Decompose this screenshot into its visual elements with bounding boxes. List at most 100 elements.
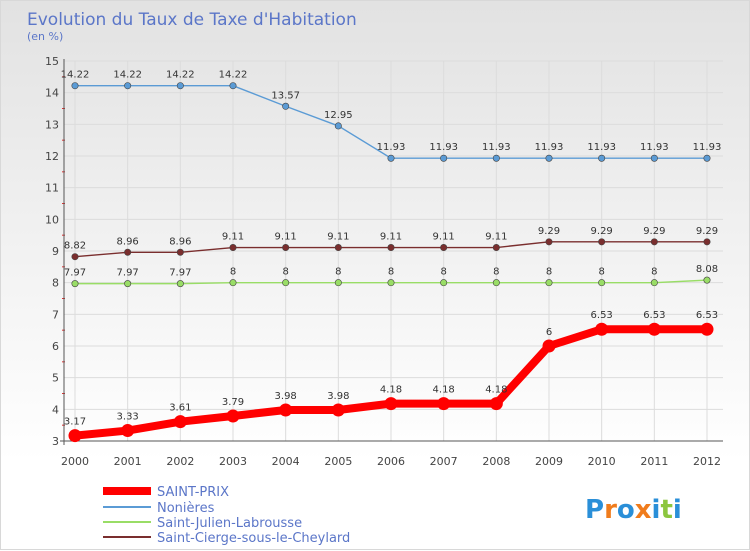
- data-point: [492, 154, 500, 162]
- data-point: [545, 238, 553, 246]
- data-label: 3.33: [117, 412, 139, 423]
- data-label: 8.08: [696, 264, 718, 275]
- data-label: 8: [546, 267, 552, 278]
- y-tick-label: 15: [45, 55, 59, 68]
- x-tick-label: 2011: [640, 455, 668, 468]
- data-point: [647, 322, 661, 336]
- data-point: [279, 403, 293, 417]
- data-label: 7.97: [169, 268, 191, 279]
- data-label: 6.53: [591, 310, 613, 321]
- data-label: 9.11: [222, 232, 244, 243]
- x-tick-label: 2004: [272, 455, 300, 468]
- y-tick-label: 12: [45, 150, 59, 163]
- data-point: [703, 238, 711, 246]
- data-label: 9.11: [433, 232, 455, 243]
- y-tick-label: 3: [52, 435, 59, 448]
- data-point: [387, 244, 395, 252]
- y-tick-label: 14: [45, 87, 59, 100]
- legend-item-3: Saint-Cierge-sous-le-Cheylard: [103, 531, 350, 546]
- data-label: 3.79: [222, 397, 244, 408]
- y-tick-label: 5: [52, 372, 59, 385]
- data-point: [71, 253, 79, 261]
- data-point: [68, 429, 82, 443]
- legend-label: SAINT-PRIX: [157, 485, 229, 500]
- data-point: [384, 397, 398, 411]
- data-point: [440, 279, 448, 287]
- x-tick-label: 2012: [693, 455, 721, 468]
- data-point: [492, 244, 500, 252]
- data-label: 9.11: [327, 232, 349, 243]
- data-point: [545, 279, 553, 287]
- data-label: 8: [598, 267, 604, 278]
- data-point: [700, 322, 714, 336]
- data-point: [226, 409, 240, 423]
- data-label: 14.22: [219, 70, 248, 81]
- data-point: [334, 244, 342, 252]
- data-point: [387, 154, 395, 162]
- data-label: 14.22: [61, 70, 90, 81]
- y-tick-label: 11: [45, 182, 59, 195]
- data-point: [334, 279, 342, 287]
- data-label: 11.93: [429, 142, 458, 153]
- data-point: [440, 244, 448, 252]
- data-point: [229, 279, 237, 287]
- data-point: [331, 403, 345, 417]
- series-0: 3.17 3.33 3.61 3.79 3.98 3.98 4.18 4.18 4.18 6 6.5…: [64, 310, 718, 443]
- data-point: [703, 154, 711, 162]
- data-point: [124, 280, 132, 288]
- chart-subtitle: (en %): [27, 30, 63, 43]
- data-point: [545, 154, 553, 162]
- data-label: 6.53: [643, 310, 665, 321]
- data-label: 11.93: [640, 142, 669, 153]
- x-tick-label: 2002: [166, 455, 194, 468]
- data-label: 13.57: [271, 90, 300, 101]
- data-label: 11.93: [377, 142, 406, 153]
- data-label: 8: [651, 267, 657, 278]
- data-point: [334, 122, 342, 130]
- data-label: 8: [388, 267, 394, 278]
- data-point: [595, 322, 609, 336]
- data-label: 3.98: [275, 391, 297, 402]
- y-tick-label: 4: [52, 403, 59, 416]
- axes: 3 4 5 6 7 8 9 10 11 12 13 14 15 2000 2001 2002 2003 2004 2…: [45, 55, 723, 468]
- data-label: 11.93: [693, 142, 722, 153]
- y-tick-label: 6: [52, 340, 59, 353]
- data-point: [176, 248, 184, 256]
- y-tick-label: 9: [52, 245, 59, 258]
- data-point: [650, 279, 658, 287]
- data-point: [282, 279, 290, 287]
- data-point: [650, 154, 658, 162]
- data-label: 3.98: [327, 391, 349, 402]
- chart-title: Evolution du Taux de Taxe d'Habitation: [27, 10, 357, 30]
- x-tick-label: 2006: [377, 455, 405, 468]
- legend-label: Saint-Cierge-sous-le-Cheylard: [157, 531, 350, 546]
- data-point: [173, 415, 187, 429]
- data-label: 4.18: [485, 385, 507, 396]
- legend-item-0: SAINT-PRIX: [103, 485, 229, 500]
- data-label: 8.82: [64, 241, 86, 252]
- data-label: 6.53: [696, 310, 718, 321]
- data-label: 9.11: [485, 232, 507, 243]
- y-tick-label: 13: [45, 118, 59, 131]
- data-point: [703, 276, 711, 284]
- data-point: [124, 248, 132, 256]
- data-label: 9.29: [538, 226, 560, 237]
- proxiti-logo: Proxiti: [585, 495, 682, 525]
- data-label: 3.61: [169, 403, 191, 414]
- data-point: [282, 244, 290, 252]
- legend-item-2: Saint-Julien-Labrousse: [103, 516, 302, 531]
- data-label: 12.95: [324, 110, 353, 121]
- data-label: 8.96: [117, 236, 139, 247]
- series-2: 7.97 7.97 7.97 8 8 8 8 8 8 8 8 8 8.08: [64, 264, 718, 288]
- data-point: [282, 102, 290, 110]
- x-tick-label: 2007: [430, 455, 458, 468]
- y-tick-label: 7: [52, 308, 59, 321]
- data-label: 8: [440, 267, 446, 278]
- x-tick-label: 2005: [324, 455, 352, 468]
- data-point: [598, 238, 606, 246]
- legend: SAINT-PRIXNonièresSaint-Julien-Labrousse…: [103, 485, 350, 546]
- data-label: 4.18: [433, 385, 455, 396]
- x-tick-label: 2001: [114, 455, 142, 468]
